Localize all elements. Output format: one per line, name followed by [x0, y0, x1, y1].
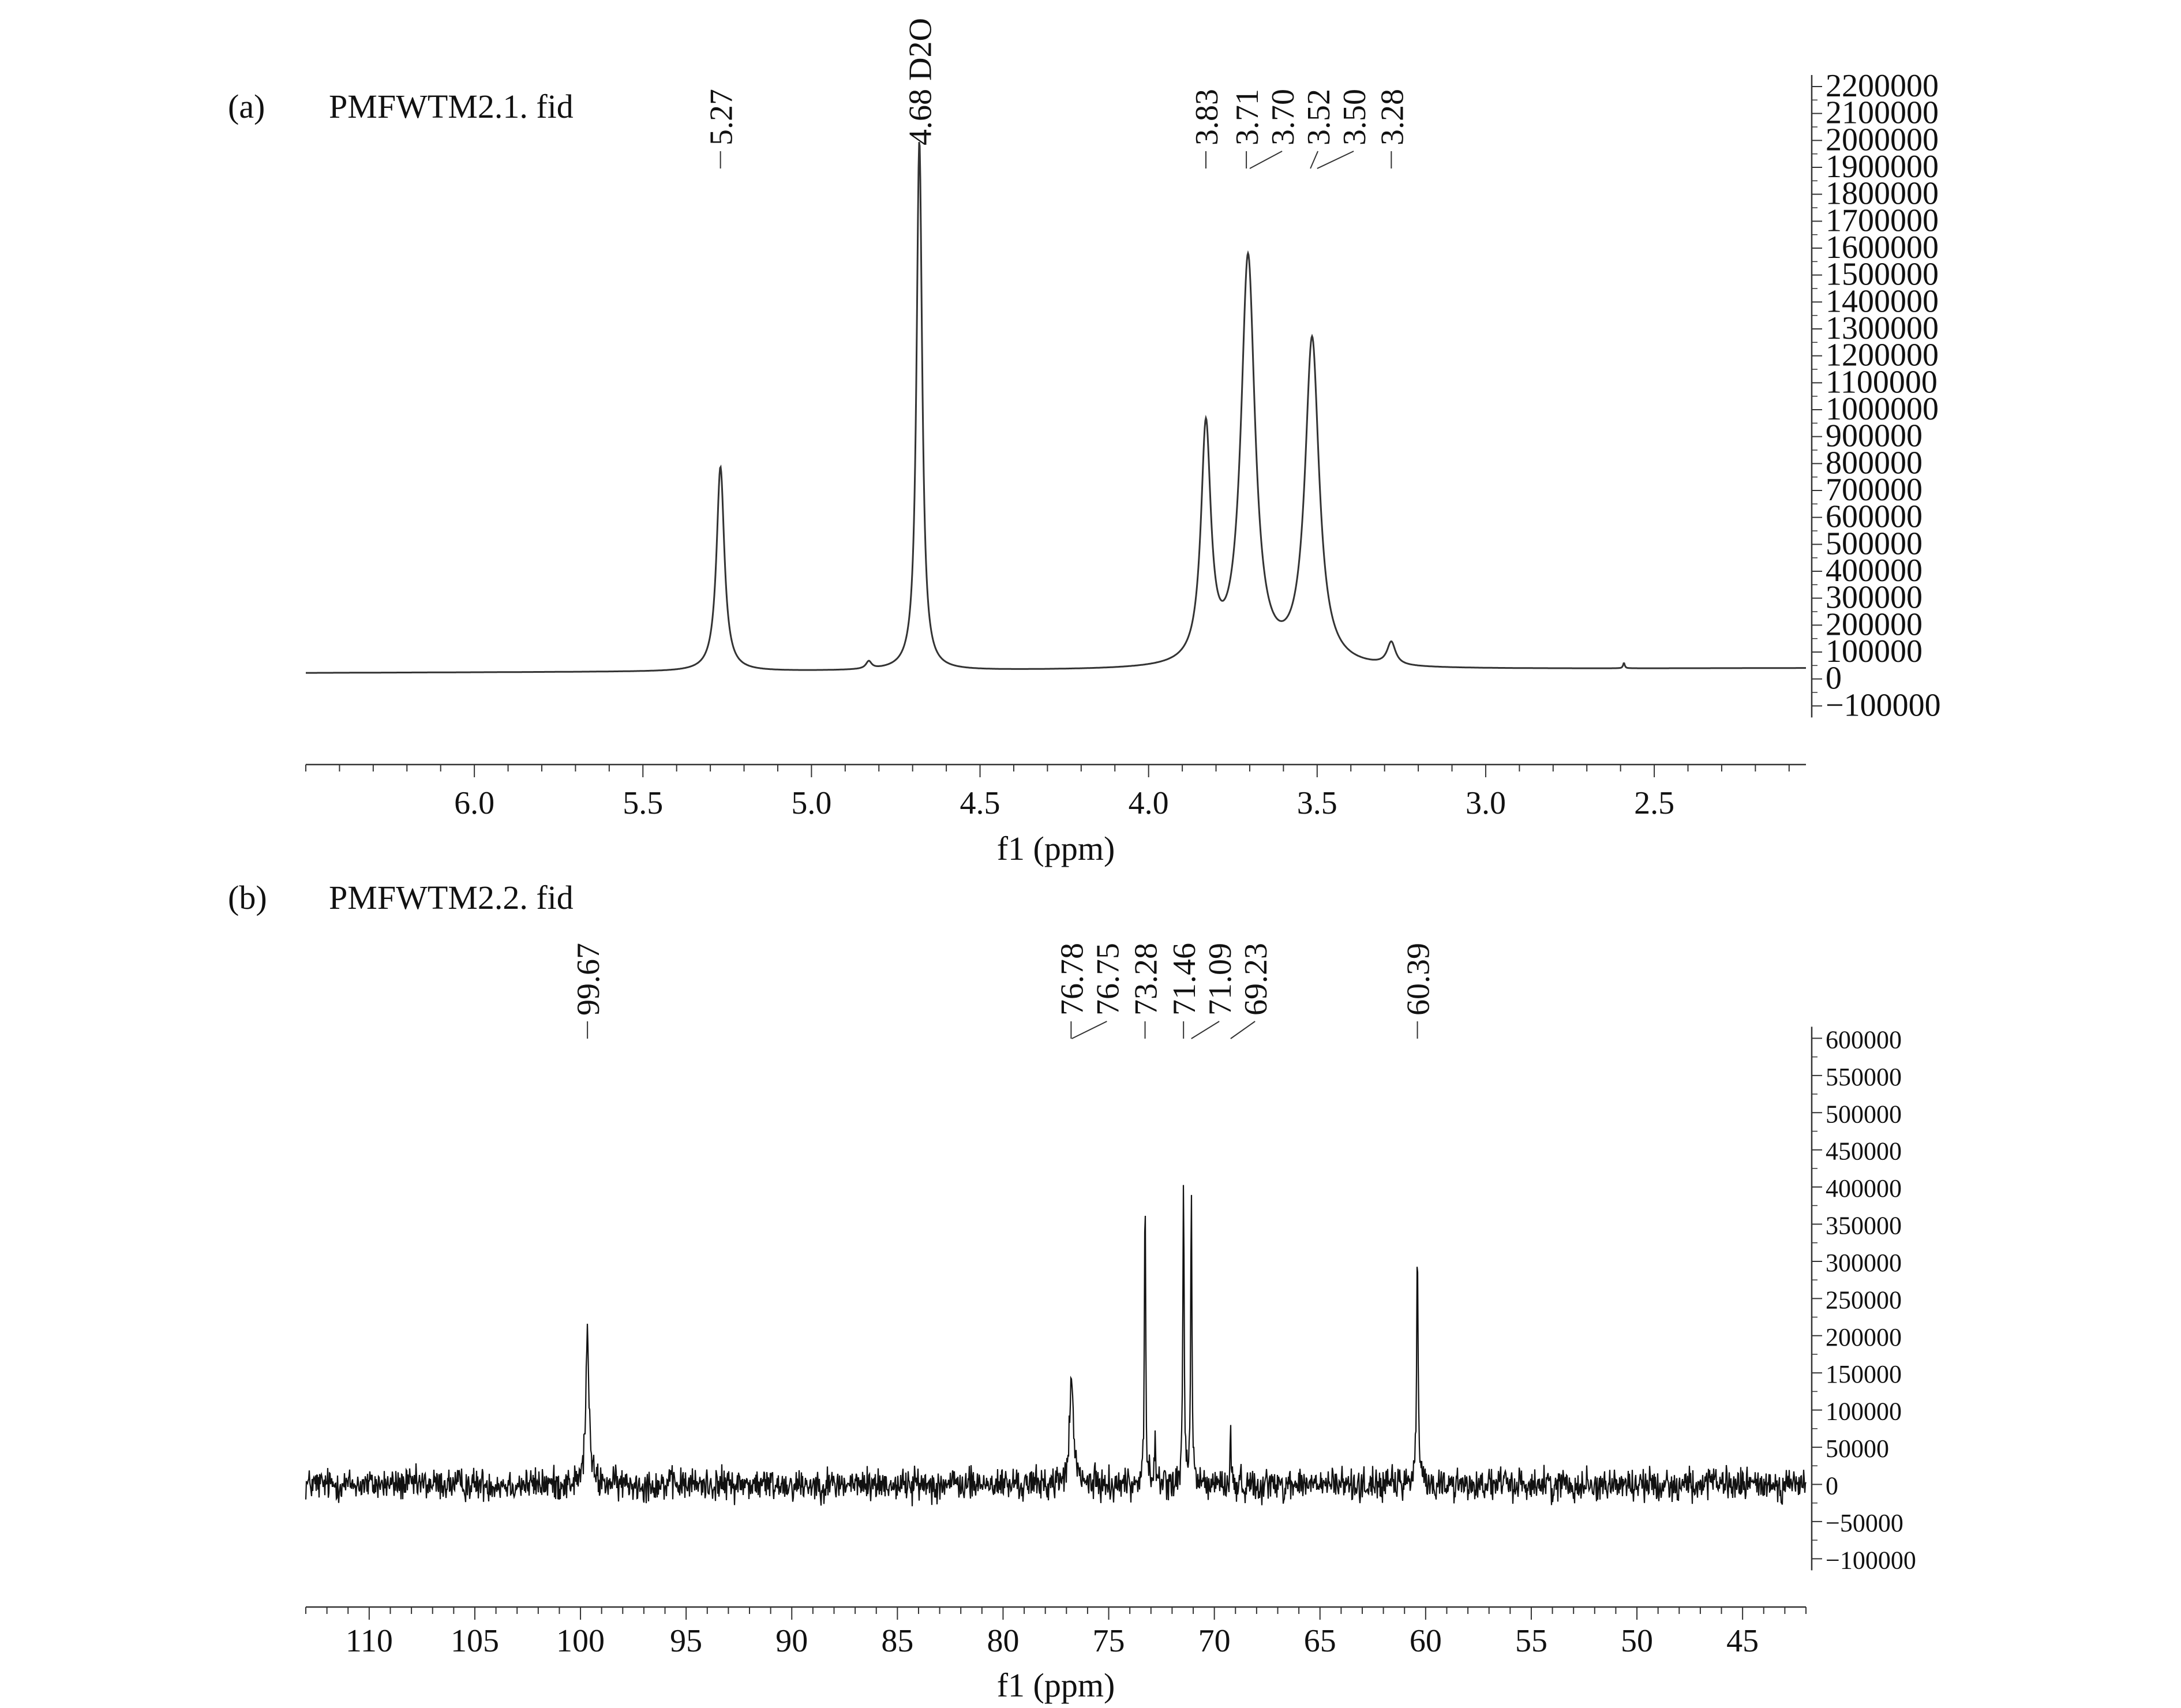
y-tick-label: 900000: [1826, 418, 1923, 454]
peak-label: 3.71: [1230, 89, 1265, 145]
y-tick-label: 100000: [1826, 634, 1923, 669]
panel-a-peak-labels: 5.27 4.68 D2O 3.83 3.71 3.70 3.52 3.50 3.28: [704, 18, 1410, 169]
y-tick-label: 0: [1826, 661, 1842, 696]
y-tick-label: 600000: [1826, 1025, 1902, 1054]
y-tick-label: 1700000: [1826, 203, 1939, 238]
x-tick-label: 90: [775, 1623, 808, 1659]
peak-label-leader: [1317, 151, 1354, 169]
y-tick-label: 250000: [1826, 1286, 1902, 1314]
y-tick-label: 1300000: [1826, 310, 1939, 346]
peak-label: 3.83: [1189, 89, 1225, 145]
x-tick-label: 4.5: [960, 785, 1000, 821]
peak-label: 71.46: [1167, 943, 1202, 1016]
y-tick-label: 1500000: [1826, 257, 1939, 293]
panel-a-letter: (a): [228, 88, 265, 125]
x-tick-label: 3.5: [1297, 785, 1337, 821]
x-tick-label: 3.0: [1466, 785, 1506, 821]
y-tick-label: 700000: [1826, 472, 1923, 508]
x-tick-label: 95: [670, 1623, 702, 1659]
peak-label-leader: [1230, 1021, 1256, 1039]
panel-a-file-title: PMFWTM2.1. fid: [329, 88, 574, 125]
y-tick-label: 450000: [1826, 1137, 1902, 1166]
y-tick-label: 2200000: [1826, 68, 1939, 104]
x-tick-label: 55: [1515, 1623, 1547, 1659]
panel-b-axes: 110 105 100 95 90 85 80 75 70 65 60 55 50 45 600000 550…: [305, 1025, 1916, 1659]
y-tick-label: 400000: [1826, 1174, 1902, 1203]
peak-label-leader: [1249, 151, 1283, 169]
x-tick-label: 5.5: [623, 785, 663, 821]
y-tick-label: 800000: [1826, 445, 1923, 481]
y-tick-label: 1200000: [1826, 338, 1939, 373]
peak-label: 76.75: [1090, 943, 1126, 1016]
panel-b-file-title: PMFWTM2.2. fid: [329, 879, 574, 916]
y-tick-label: 400000: [1826, 553, 1923, 589]
x-tick-label: 6.0: [454, 785, 494, 821]
y-tick-label: 2100000: [1826, 95, 1939, 131]
peak-label: 99.67: [571, 943, 606, 1016]
y-tick-label: 500000: [1826, 1100, 1902, 1128]
peak-label: 3.70: [1265, 89, 1301, 145]
x-tick-label: 105: [451, 1623, 499, 1659]
x-tick-label: 110: [346, 1623, 393, 1659]
x-tick-label: 70: [1198, 1623, 1231, 1659]
y-tick-label: 1000000: [1826, 391, 1939, 427]
y-tick-label: 0: [1826, 1472, 1838, 1500]
x-tick-label: 60: [1410, 1623, 1442, 1659]
peak-label-leader: [1071, 1021, 1107, 1039]
peak-label: 3.52: [1301, 89, 1337, 145]
y-tick-label: 2000000: [1826, 122, 1939, 158]
x-tick-label: 65: [1304, 1623, 1336, 1659]
y-tick-label: 1800000: [1826, 176, 1939, 212]
y-tick-label: 150000: [1826, 1360, 1902, 1388]
peak-label-leader: [1191, 1021, 1220, 1039]
x-tick-label: 5.0: [791, 785, 831, 821]
y-tick-label: −100000: [1826, 1546, 1916, 1574]
y-tick-label: 1900000: [1826, 149, 1939, 185]
x-tick-label: 80: [987, 1623, 1019, 1659]
peak-label: 71.09: [1202, 943, 1238, 1016]
y-tick-label: 550000: [1826, 1063, 1902, 1091]
peak-label: 5.27: [704, 89, 740, 145]
x-tick-label: 50: [1621, 1623, 1653, 1659]
y-tick-label: 350000: [1826, 1212, 1902, 1240]
panel-b-carbon-spectrum: (b) PMFWTM2.2. fid f1 (ppm) 110 105 100 95 9…: [228, 879, 1916, 1704]
x-tick-label: 2.5: [1634, 785, 1674, 821]
y-tick-label: 300000: [1826, 580, 1923, 616]
y-tick-label: 1400000: [1826, 283, 1939, 319]
peak-label: 76.78: [1054, 943, 1090, 1016]
y-tick-label: 300000: [1826, 1249, 1902, 1277]
panel-a-proton-spectrum: (a) PMFWTM2.1. fid f1 (ppm) 6.0 5.5 5.0 4.5…: [228, 18, 1941, 867]
panel-a-spectrum-line: [306, 141, 1806, 674]
peak-label: 3.28: [1374, 89, 1410, 145]
y-tick-label: −50000: [1826, 1509, 1903, 1537]
y-tick-label: 200000: [1826, 1323, 1902, 1351]
x-tick-label: 85: [881, 1623, 913, 1659]
y-tick-label: 100000: [1826, 1398, 1902, 1426]
peak-label: 3.50: [1337, 89, 1373, 145]
peak-label: 73.28: [1129, 943, 1164, 1016]
peak-label: 69.23: [1238, 943, 1274, 1016]
y-tick-label: 50000: [1826, 1434, 1889, 1463]
y-tick-label: 600000: [1826, 499, 1923, 535]
panel-b-x-axis-title: f1 (ppm): [997, 1666, 1115, 1704]
x-tick-label: 45: [1726, 1623, 1759, 1659]
panel-a-axes: 6.0 5.5 5.0 4.5 4.0 3.5 3.0 2.52200000210000020…: [305, 68, 1941, 821]
panel-b-letter: (b): [228, 879, 267, 916]
y-tick-label: 500000: [1826, 526, 1923, 561]
panel-b-peak-labels: 99.67 76.78 76.75 73.28 71.46 71.09 69.23 60.39: [571, 943, 1437, 1039]
y-tick-label: 200000: [1826, 606, 1923, 642]
y-tick-label: 1100000: [1826, 364, 1938, 400]
y-tick-label: −100000: [1826, 687, 1941, 723]
panel-b-spectrum-line: [305, 1185, 1807, 1507]
peak-label-leader: [1310, 151, 1319, 169]
panel-a-x-axis-title: f1 (ppm): [997, 830, 1115, 867]
peak-label: 4.68 D2O: [902, 18, 938, 145]
peak-label: 60.39: [1401, 943, 1437, 1016]
x-tick-label: 75: [1093, 1623, 1125, 1659]
y-tick-label: 1600000: [1826, 230, 1939, 265]
x-tick-label: 4.0: [1129, 785, 1169, 821]
x-tick-label: 100: [556, 1623, 605, 1659]
